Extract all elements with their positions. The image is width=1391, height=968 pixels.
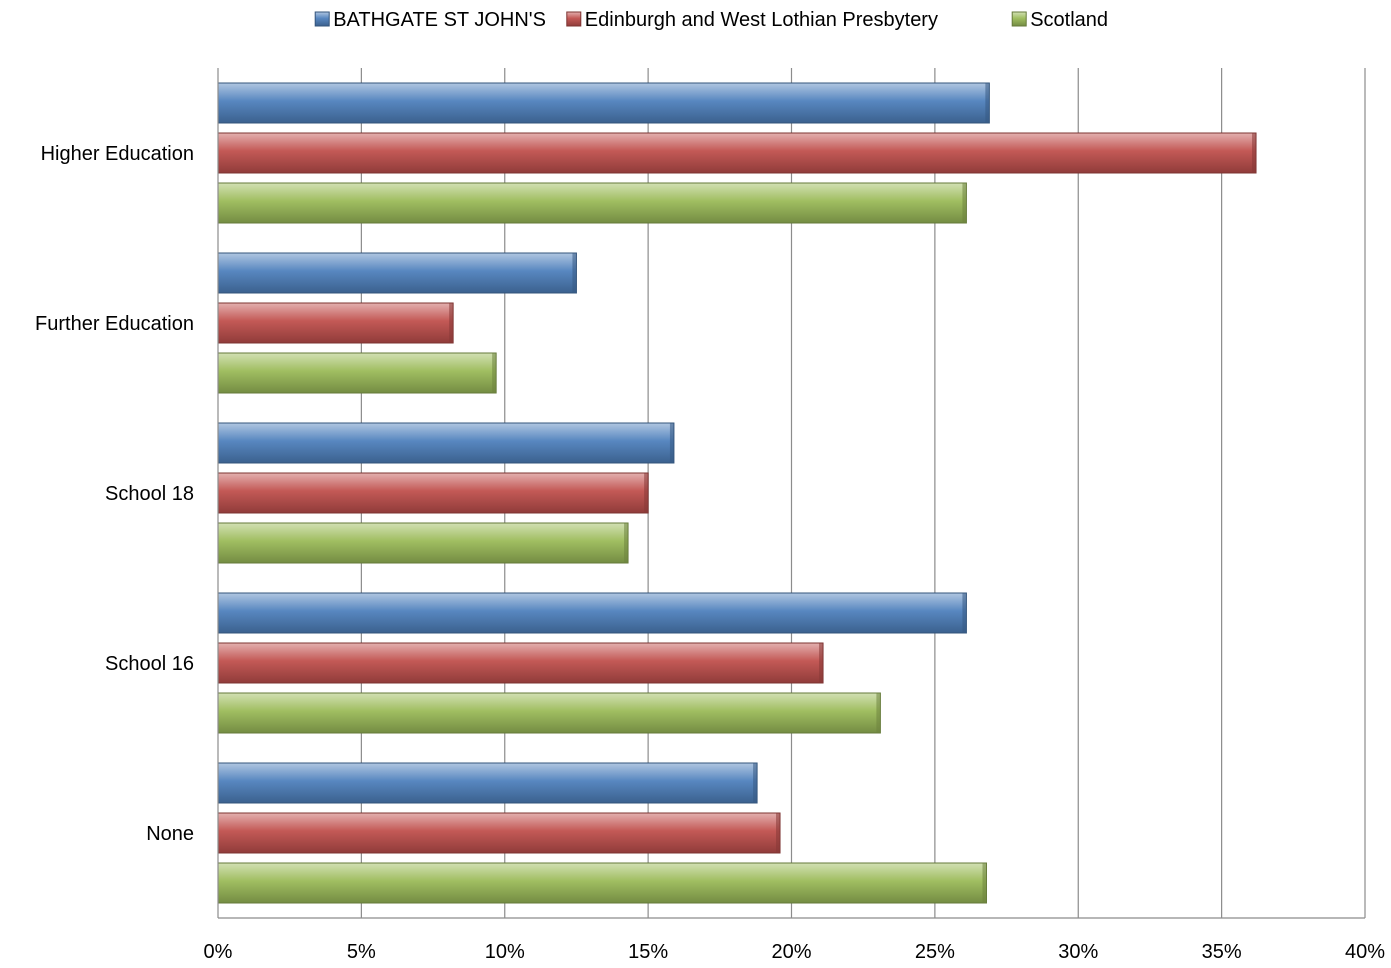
bar-bathgate-st-john-s-none xyxy=(217,762,758,804)
bar xyxy=(217,182,967,224)
bar-end-cap xyxy=(776,813,781,853)
bar-end-cap xyxy=(449,303,454,343)
bar xyxy=(217,472,649,514)
legend-swatch xyxy=(1011,11,1027,27)
bar xyxy=(217,422,675,464)
legend: BATHGATE ST JOHN'S Edinburgh and West Lot… xyxy=(314,9,1108,31)
bar-edinburgh-and-west-lothian-presbytery-none xyxy=(217,812,781,854)
bar-end-cap xyxy=(1252,133,1257,173)
bar-bathgate-st-john-s-further-education xyxy=(217,252,577,294)
bar xyxy=(217,252,577,294)
bar xyxy=(217,862,987,904)
bar-scotland-none xyxy=(217,862,987,904)
x-tick-label: 40% xyxy=(1345,941,1385,963)
legend-item-scotland: Scotland xyxy=(1011,9,1108,31)
bar-end-cap xyxy=(962,183,967,223)
x-tick-label: 35% xyxy=(1202,941,1242,963)
bar-edinburgh-and-west-lothian-presbytery-higher-education xyxy=(217,132,1257,174)
x-tick-label: 15% xyxy=(628,941,668,963)
bar-scotland-school-16 xyxy=(217,692,881,734)
legend-label: Edinburgh and West Lothian Presbytery xyxy=(585,9,938,31)
category-label: School 16 xyxy=(105,653,194,675)
bar xyxy=(217,642,824,684)
bar-end-cap xyxy=(876,693,881,733)
bar-scotland-higher-education xyxy=(217,182,967,224)
bar-scotland-school-18 xyxy=(217,522,629,564)
legend-label: BATHGATE ST JOHN'S xyxy=(333,9,546,31)
bar-end-cap xyxy=(962,593,967,633)
bar-edinburgh-and-west-lothian-presbytery-school-16 xyxy=(217,642,824,684)
bar-edinburgh-and-west-lothian-presbytery-further-education xyxy=(217,302,454,344)
bar-end-cap xyxy=(624,523,629,563)
legend-item-edinburgh-and-west-lothian-presbytery: Edinburgh and West Lothian Presbytery xyxy=(566,9,938,31)
bar xyxy=(217,522,629,564)
bar xyxy=(217,132,1257,174)
bar-end-cap xyxy=(753,763,758,803)
bar-scotland-further-education xyxy=(217,352,497,394)
bar-end-cap xyxy=(644,473,649,513)
legend-item-bathgate-st-john-s: BATHGATE ST JOHN'S xyxy=(314,9,546,31)
legend-label: Scotland xyxy=(1030,9,1108,31)
x-tick-label: 25% xyxy=(915,941,955,963)
axes: 0% 5% 10% 15% 20% 25% 30% 35% 40% Higher Educatio… xyxy=(35,68,1385,963)
legend-swatch xyxy=(566,11,582,27)
bar-bathgate-st-john-s-school-18 xyxy=(217,422,675,464)
x-tick-label: 20% xyxy=(771,941,811,963)
category-label: Higher Education xyxy=(41,143,194,165)
x-tick-label: 30% xyxy=(1058,941,1098,963)
x-tick-label: 10% xyxy=(485,941,525,963)
bars xyxy=(217,82,1257,904)
bar-bathgate-st-john-s-higher-education xyxy=(217,82,990,124)
category-label: None xyxy=(146,823,194,845)
bar xyxy=(217,352,497,394)
bar-end-cap xyxy=(669,423,674,463)
bar-end-cap xyxy=(492,353,497,393)
category-label: Further Education xyxy=(35,313,194,335)
x-tick-label: 0% xyxy=(204,941,233,963)
bar-end-cap xyxy=(819,643,824,683)
legend-swatch xyxy=(314,11,330,27)
bar-bathgate-st-john-s-school-16 xyxy=(217,592,967,634)
bar xyxy=(217,592,967,634)
bar xyxy=(217,692,881,734)
x-tick-label: 5% xyxy=(347,941,376,963)
bar-end-cap xyxy=(982,863,987,903)
bar-edinburgh-and-west-lothian-presbytery-school-18 xyxy=(217,472,649,514)
category-label: School 18 xyxy=(105,483,194,505)
bar xyxy=(217,302,454,344)
bar-end-cap xyxy=(572,253,577,293)
bar xyxy=(217,812,781,854)
bar xyxy=(217,82,990,124)
bar-end-cap xyxy=(985,83,990,123)
bar xyxy=(217,762,758,804)
